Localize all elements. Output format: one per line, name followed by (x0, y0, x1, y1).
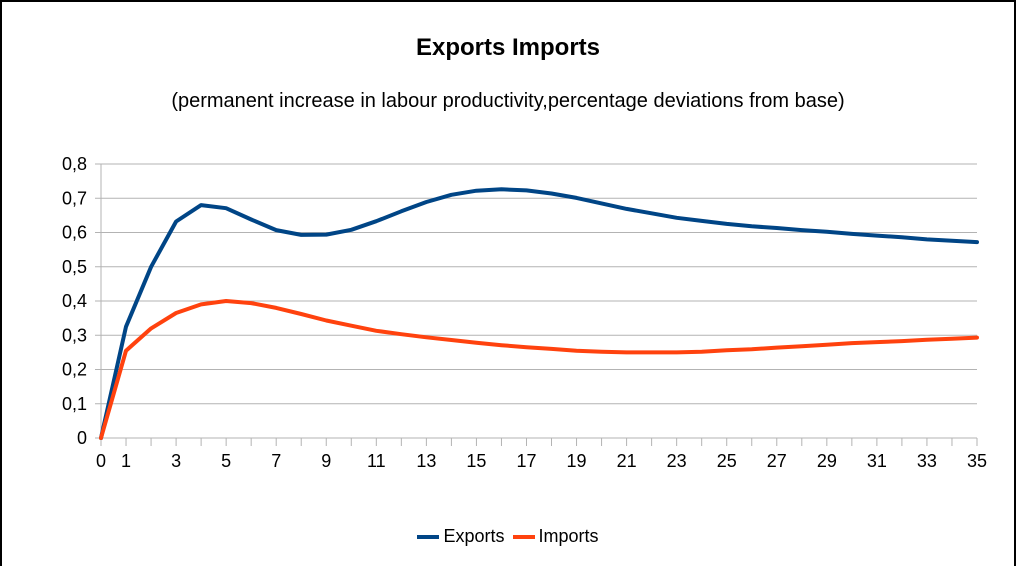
y-tick-label: 0,2 (62, 360, 87, 380)
series-line-exports (99, 187, 979, 440)
y-tick-labels: 0 0,1 0,2 0,3 0,4 0,5 0,6 0,7 0,8 (62, 154, 87, 448)
y-tick-label: 0 (77, 428, 87, 448)
x-tick-label: 23 (667, 451, 687, 471)
x-tick-labels: 0 1 3 5 7 9 11 13 15 17 19 21 23 25 27 29 31 33 35 (96, 451, 987, 471)
y-tick-label: 0,4 (62, 291, 87, 311)
legend-item-exports: Exports (417, 526, 505, 547)
legend-swatch-imports (512, 534, 535, 539)
x-tick-label: 3 (171, 451, 181, 471)
x-tick-label: 1 (121, 451, 131, 471)
x-tick-label: 0 (96, 451, 106, 471)
y-tick-label: 0,3 (62, 325, 87, 345)
x-tick-label: 31 (867, 451, 887, 471)
series-lines (99, 187, 979, 440)
x-tick-label: 5 (221, 451, 231, 471)
x-tick-label: 13 (416, 451, 436, 471)
x-tick-label: 29 (817, 451, 837, 471)
y-tick-label: 0,6 (62, 223, 87, 243)
legend-item-imports: Imports (512, 526, 599, 547)
axes (100, 164, 978, 446)
legend: Exports Imports (0, 526, 1016, 547)
x-tick-label: 27 (767, 451, 787, 471)
legend-label-exports: Exports (443, 526, 505, 546)
series-line-imports (99, 299, 979, 440)
x-tick-label: 15 (466, 451, 486, 471)
chart-title: Exports Imports (415, 34, 601, 61)
x-tick-label: 25 (717, 451, 737, 471)
y-tick-label: 0,5 (62, 257, 87, 277)
y-tick-label: 0,7 (62, 188, 87, 208)
legend-swatch-exports (417, 534, 440, 539)
x-tick-label: 21 (617, 451, 637, 471)
x-tick-label: 17 (516, 451, 536, 471)
chart-subtitle: (permanent increase in labour productivi… (171, 90, 845, 112)
x-tick-label: 9 (321, 451, 331, 471)
y-tick-label: 0,1 (62, 394, 87, 414)
legend-label-imports: Imports (538, 526, 599, 546)
x-tick-label: 33 (917, 451, 937, 471)
x-tick-label: 7 (271, 451, 281, 471)
x-tick-label: 11 (367, 451, 386, 471)
x-tick-label: 35 (967, 451, 987, 471)
x-tick-label: 19 (567, 451, 587, 471)
y-tick-label: 0,8 (62, 154, 87, 174)
